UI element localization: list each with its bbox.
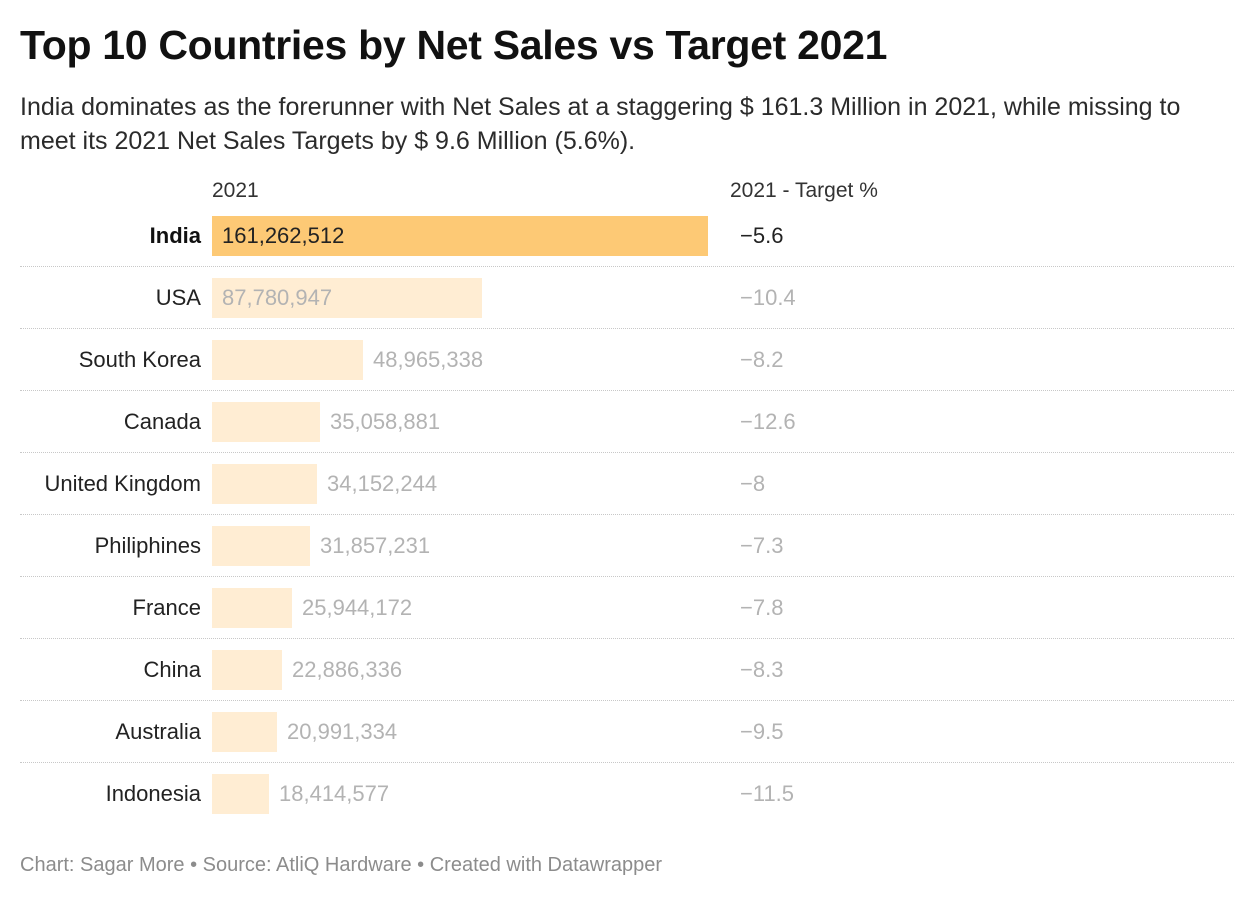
target-pct-label: −12.6 [740,409,796,434]
target-pct-label: −10.4 [740,285,796,310]
value-label: 20,991,334 [287,719,398,744]
value-column-header: 2021 [212,179,259,202]
target-pct-label: −8.2 [740,347,784,372]
row-divider [20,328,1234,329]
bar [212,216,708,256]
bar [212,340,363,380]
bar [212,712,277,752]
bar [212,774,269,814]
bar [212,464,317,504]
chart-row: United Kingdom 34,152,244 −8 [0,453,1256,515]
value-label: 25,944,172 [302,595,413,620]
chart-row: Australia 20,991,334 −9.5 [0,701,1256,763]
target-pct-label: −8 [740,471,766,496]
target-column-header: 2021 - Target % [730,179,878,202]
value-label: 34,152,244 [327,471,438,496]
value-label: 31,857,231 [320,533,431,558]
chart-title: Top 10 Countries by Net Sales vs Target … [20,22,888,68]
row-divider [20,638,1234,639]
chart-footer: Chart: Sagar More • Source: AtliQ Hardwa… [20,854,663,876]
category-label: India [149,223,201,248]
category-label: South Korea [78,347,201,372]
bar [212,278,482,318]
chart-row: Indonesia 18,414,577 −11.5 [0,763,1256,825]
category-label: Canada [123,409,201,434]
row-divider [20,514,1234,515]
bar [212,402,320,442]
target-pct-label: −9.5 [740,719,784,744]
chart-row: China 22,886,336 −8.3 [0,639,1256,701]
category-label: Indonesia [105,781,201,806]
row-divider [20,576,1234,577]
category-label: Philiphines [94,533,201,558]
category-label: USA [155,285,201,310]
chart-subtitle: India dominates as the forerunner with N… [20,93,1181,155]
chart-row: Canada 35,058,881 −12.6 [0,391,1256,453]
category-label: France [132,595,201,620]
value-label: 87,780,947 [222,285,333,310]
chart-row: India 161,262,512 −5.6 [0,205,1256,267]
value-label: 18,414,577 [279,781,390,806]
target-pct-label: −7.3 [740,533,784,558]
row-divider [20,266,1234,267]
value-label: 48,965,338 [373,347,484,372]
chart-row: Philiphines 31,857,231 −7.3 [0,515,1256,577]
row-divider [20,390,1234,391]
target-pct-label: −8.3 [740,657,784,682]
row-divider [20,700,1234,701]
category-label: China [143,657,201,682]
value-label: 22,886,336 [292,657,403,682]
chart-row: USA 87,780,947 −10.4 [0,267,1256,329]
target-pct-label: −5.6 [740,223,784,248]
value-label: 161,262,512 [222,223,345,248]
chart-row: South Korea 48,965,338 −8.2 [0,329,1256,391]
value-label: 35,058,881 [330,409,441,434]
category-label: Australia [115,719,201,744]
chart-row: France 25,944,172 −7.8 [0,577,1256,639]
row-divider [20,762,1234,763]
bar [212,526,310,566]
row-divider [20,452,1234,453]
bar [212,650,282,690]
target-pct-label: −11.5 [740,781,795,806]
target-pct-label: −7.8 [740,595,784,620]
category-label: United Kingdom [44,471,201,496]
bar [212,588,292,628]
